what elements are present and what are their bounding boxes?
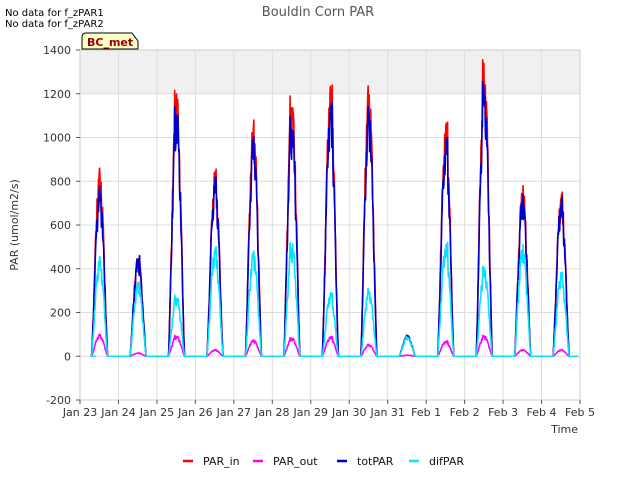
y-tick-label: 1200 — [43, 88, 71, 101]
x-tick-label: Jan 25 — [139, 406, 174, 419]
x-tick-label: Feb 3 — [488, 406, 518, 419]
legend-label-totpar: totPAR — [357, 455, 394, 468]
x-tick-label: Jan 26 — [177, 406, 212, 419]
bc-met-badge: BC_met — [81, 32, 139, 50]
series-line-totpar — [90, 80, 579, 358]
legend-label-par-out: PAR_out — [273, 455, 318, 468]
y-tick-label: 600 — [50, 219, 71, 232]
x-tick-label: Jan 30 — [331, 406, 366, 419]
x-tick-label: Feb 4 — [527, 406, 557, 419]
x-tick-label: Feb 5 — [565, 406, 595, 419]
x-tick-label: Jan 28 — [254, 406, 289, 419]
series-layer — [90, 59, 579, 358]
x-tick-label: Feb 1 — [411, 406, 441, 419]
y-tick-label: 800 — [50, 175, 71, 188]
legend-label-difpar: difPAR — [429, 455, 464, 468]
legend-label-par-in: PAR_in — [203, 455, 240, 468]
x-tick-label: Jan 27 — [216, 406, 251, 419]
nodata-note-1: No data for f_zPAR1 — [5, 8, 104, 19]
x-tick-label: Jan 24 — [100, 406, 135, 419]
x-axis-label: Time — [550, 423, 578, 436]
x-tick-label: Jan 29 — [293, 406, 328, 419]
x-tick-label: Feb 2 — [450, 406, 480, 419]
x-tick-label: Jan 31 — [369, 406, 404, 419]
series-line-par-out — [90, 333, 579, 358]
legend: PAR_in PAR_out totPAR difPAR — [183, 455, 464, 468]
y-tick-label: 1000 — [43, 132, 71, 145]
nodata-note-2: No data for f_zPAR2 — [5, 19, 104, 30]
y-tick-label: -200 — [46, 394, 71, 407]
y-tick-label: 1400 — [43, 44, 71, 57]
y-tick-label: 200 — [50, 307, 71, 320]
badge-label: BC_met — [87, 36, 133, 49]
chart-title: Bouldin Corn PAR — [262, 5, 374, 20]
y-axis-label: PAR (umol/m2/s) — [8, 179, 21, 271]
series-line-difpar — [90, 241, 579, 358]
y-tick-label: 0 — [64, 350, 71, 363]
badge-shape — [81, 32, 139, 50]
y-tick-label: 400 — [50, 263, 71, 276]
x-tick-label: Jan 23 — [62, 406, 97, 419]
